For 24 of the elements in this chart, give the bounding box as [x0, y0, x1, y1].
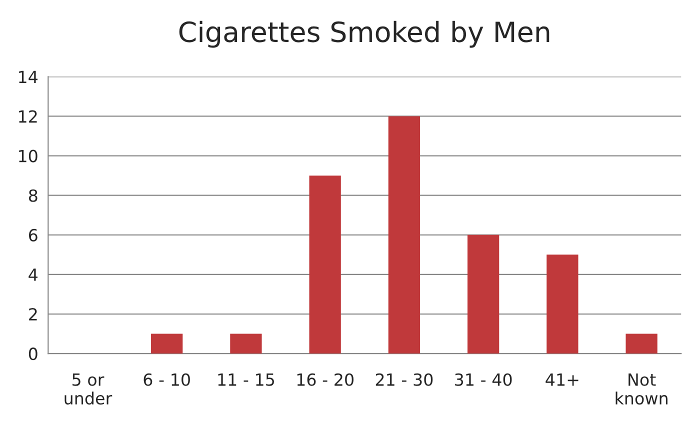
y-tick-label: 2 — [29, 308, 37, 320]
y-tick-label: 14 — [19, 70, 38, 84]
bar — [626, 334, 658, 354]
bar — [151, 334, 183, 354]
y-tick-label: 8 — [28, 189, 38, 202]
x-tick-label: 41+ — [546, 374, 578, 386]
x-tick-label: 21 - 30 — [376, 373, 433, 386]
y-tick-label: 4 — [28, 268, 38, 281]
x-tick-label: 16 - 20 — [297, 373, 354, 386]
y-tick-label: 6 — [29, 228, 38, 242]
bar — [546, 254, 578, 354]
y-tick-label: 0 — [28, 348, 38, 360]
bar — [388, 116, 420, 354]
bar — [230, 334, 262, 354]
chart-title: Cigarettes Smoked by Men — [179, 20, 550, 48]
x-tick-label: 5 or under — [64, 374, 112, 405]
bar — [309, 176, 341, 354]
x-tick-label: 11 - 15 — [218, 374, 274, 386]
x-tick-label: 31 - 40 — [455, 373, 512, 386]
bar — [467, 234, 500, 354]
y-tick-label: 12 — [19, 110, 37, 123]
y-tick-label: 10 — [19, 150, 38, 162]
x-tick-label: Not known — [616, 374, 668, 405]
x-tick-label: 6 - 10 — [144, 373, 190, 386]
